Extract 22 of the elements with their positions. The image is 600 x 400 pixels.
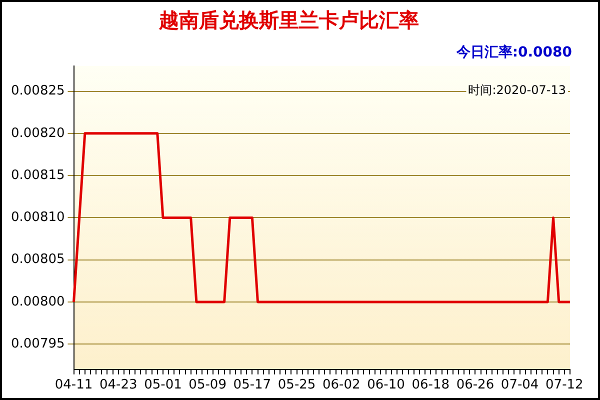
x-tick-label: 06-10 xyxy=(367,378,405,393)
x-tick-label: 05-09 xyxy=(188,378,226,393)
y-tick-label: 0.00805 xyxy=(10,252,65,268)
x-tick-label: 07-04 xyxy=(500,378,539,393)
annotation: 时间:2020-07-13 xyxy=(468,83,566,98)
y-tick-label: 0.00795 xyxy=(10,336,65,352)
x-tick-label: 06-18 xyxy=(412,378,450,393)
y-tick-label: 0.00810 xyxy=(10,210,65,226)
y-tick-label: 0.00820 xyxy=(10,126,65,141)
x-tick-label: 05-01 xyxy=(144,378,182,393)
chart-title: 越南盾兑换斯里兰卡卢比汇率 xyxy=(158,8,419,32)
x-tick-label: 04-11 xyxy=(54,378,93,393)
x-tick-label: 07-12 xyxy=(546,378,584,393)
y-tick-label: 0.00800 xyxy=(10,294,65,310)
x-tick-label: 06-26 xyxy=(456,378,494,393)
x-tick-label: 05-17 xyxy=(233,378,272,393)
x-tick-label: 05-25 xyxy=(278,378,316,393)
y-tick-label: 0.00825 xyxy=(10,84,65,99)
y-tick-label: 0.00815 xyxy=(10,168,65,183)
text: 今日汇率:0.0080 xyxy=(455,44,572,61)
x-tick-label: 04-23 xyxy=(99,378,138,393)
x-tick-label: 06-02 xyxy=(322,378,360,393)
